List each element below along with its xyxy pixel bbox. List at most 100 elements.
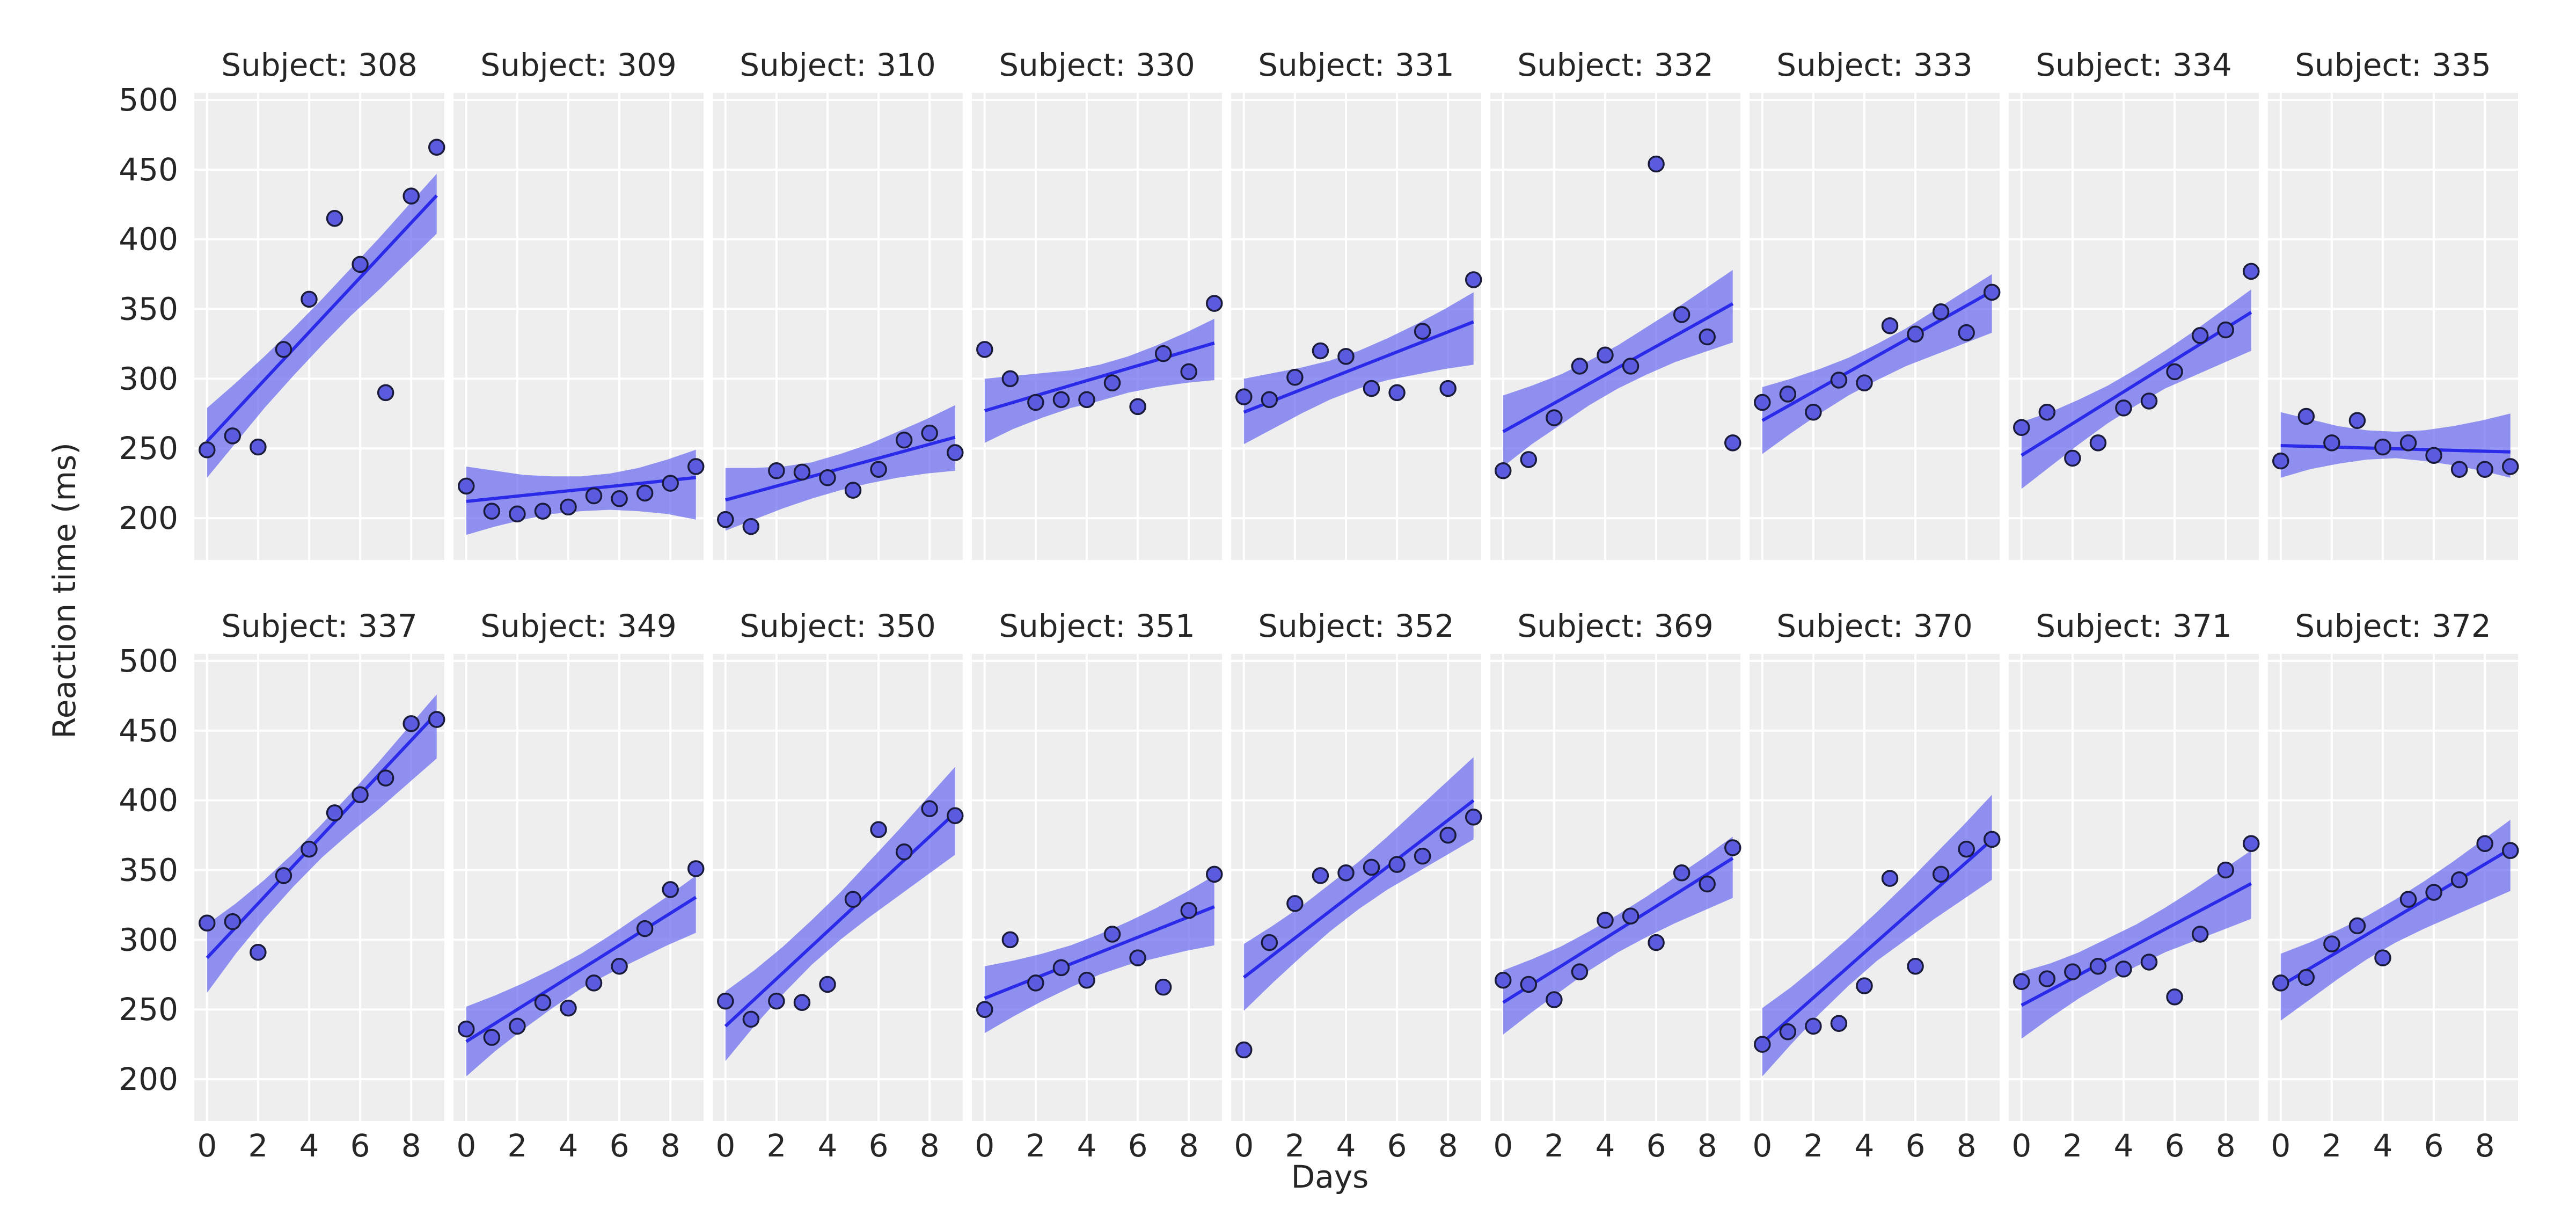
data-point — [2013, 973, 2030, 991]
panel-title: Subject: 349 — [480, 608, 677, 644]
y-tick-label: 450 — [119, 151, 178, 188]
panel-title: Subject: 369 — [1517, 608, 1714, 644]
data-point — [585, 487, 603, 505]
data-point — [895, 843, 913, 861]
data-point — [352, 256, 369, 273]
data-point — [1286, 895, 1304, 912]
data-point — [768, 462, 785, 479]
data-point — [1180, 363, 1197, 381]
data-point — [250, 944, 267, 961]
data-point — [275, 341, 292, 358]
x-tick-label: 8 — [920, 1127, 940, 1164]
regression-line — [1761, 289, 1993, 422]
panel-4: Subject: 331 — [1231, 47, 1482, 560]
panel-2: Subject: 310 — [713, 47, 964, 560]
data-point — [1001, 370, 1019, 388]
data-point — [534, 503, 552, 520]
data-point — [1103, 926, 1121, 943]
data-point — [275, 867, 292, 884]
data-point — [636, 484, 654, 502]
data-point — [768, 992, 785, 1010]
data-point — [1597, 346, 1614, 363]
data-point — [1363, 858, 1380, 876]
data-point — [611, 490, 628, 507]
data-point — [1129, 398, 1146, 416]
x-tick-label: 8 — [661, 1127, 680, 1164]
data-point — [1001, 931, 1019, 949]
data-point — [1622, 358, 1640, 375]
data-point — [483, 1029, 501, 1046]
data-point — [1932, 865, 1950, 883]
x-tick-label: 0 — [1493, 1127, 1513, 1164]
y-tick-label: 350 — [119, 852, 178, 889]
regression-line — [2280, 847, 2512, 987]
data-point — [2272, 974, 2289, 992]
data-point — [428, 139, 445, 156]
data-point — [2064, 963, 2081, 980]
x-tick-label: 6 — [1646, 1127, 1666, 1164]
data-point — [224, 913, 241, 930]
regression-line — [465, 896, 697, 1043]
x-tick-label: 4 — [559, 1127, 579, 1164]
panel-background — [972, 654, 1222, 1121]
data-point — [560, 498, 577, 516]
data-point — [1205, 865, 1223, 883]
data-point — [199, 441, 216, 459]
data-point — [2013, 419, 2030, 436]
data-point — [1622, 907, 1640, 925]
data-point — [687, 458, 705, 475]
x-tick-label: 2 — [1544, 1127, 1564, 1164]
x-tick-label: 6 — [2165, 1127, 2185, 1164]
data-point — [2115, 399, 2132, 417]
data-point — [2038, 970, 2056, 987]
data-point — [1052, 391, 1070, 409]
data-point — [946, 444, 964, 461]
data-point — [2272, 452, 2289, 470]
data-point — [1495, 462, 1512, 479]
data-point — [2166, 363, 2183, 381]
data-point — [1154, 978, 1172, 996]
data-point — [921, 424, 938, 442]
data-point — [1180, 902, 1197, 919]
x-tick-label: 4 — [1596, 1127, 1615, 1164]
data-point — [1754, 1036, 1771, 1053]
panel-background — [972, 93, 1222, 560]
data-point — [326, 804, 343, 821]
panel-title: Subject: 333 — [1776, 47, 1973, 83]
data-point — [662, 881, 679, 898]
panel-title: Subject: 309 — [480, 47, 677, 83]
data-point — [1363, 380, 1380, 397]
data-point — [2140, 954, 2158, 971]
confidence-band — [984, 875, 1214, 1034]
y-tick-label: 250 — [119, 991, 178, 1028]
data-point — [2242, 835, 2260, 852]
data-point — [534, 994, 552, 1011]
data-point — [2089, 434, 2107, 452]
regression-line — [2280, 444, 2511, 454]
data-point — [1129, 949, 1146, 966]
x-tick-label: 0 — [456, 1127, 476, 1164]
data-point — [1724, 434, 1741, 452]
data-point — [1337, 348, 1355, 365]
x-tick-label: 2 — [248, 1127, 268, 1164]
data-point — [1805, 1017, 1822, 1035]
x-tick-label: 0 — [2011, 1127, 2031, 1164]
x-tick-label: 2 — [766, 1127, 786, 1164]
data-point — [1856, 977, 1873, 994]
data-point — [1907, 325, 1924, 343]
data-point — [509, 1017, 526, 1035]
data-point — [2191, 327, 2209, 344]
data-point — [1286, 369, 1304, 386]
x-tick-label: 8 — [1438, 1127, 1458, 1164]
data-point — [1779, 385, 1797, 403]
panel-background — [2268, 93, 2518, 560]
data-point — [1520, 976, 1538, 993]
data-point — [921, 800, 938, 818]
data-point — [1754, 394, 1771, 411]
data-point — [2217, 321, 2234, 339]
regression-line — [1761, 838, 1993, 1044]
y-tick-label: 200 — [119, 500, 178, 536]
data-point — [2038, 403, 2056, 421]
data-point — [2297, 969, 2315, 986]
x-tick-label: 6 — [1387, 1127, 1407, 1164]
